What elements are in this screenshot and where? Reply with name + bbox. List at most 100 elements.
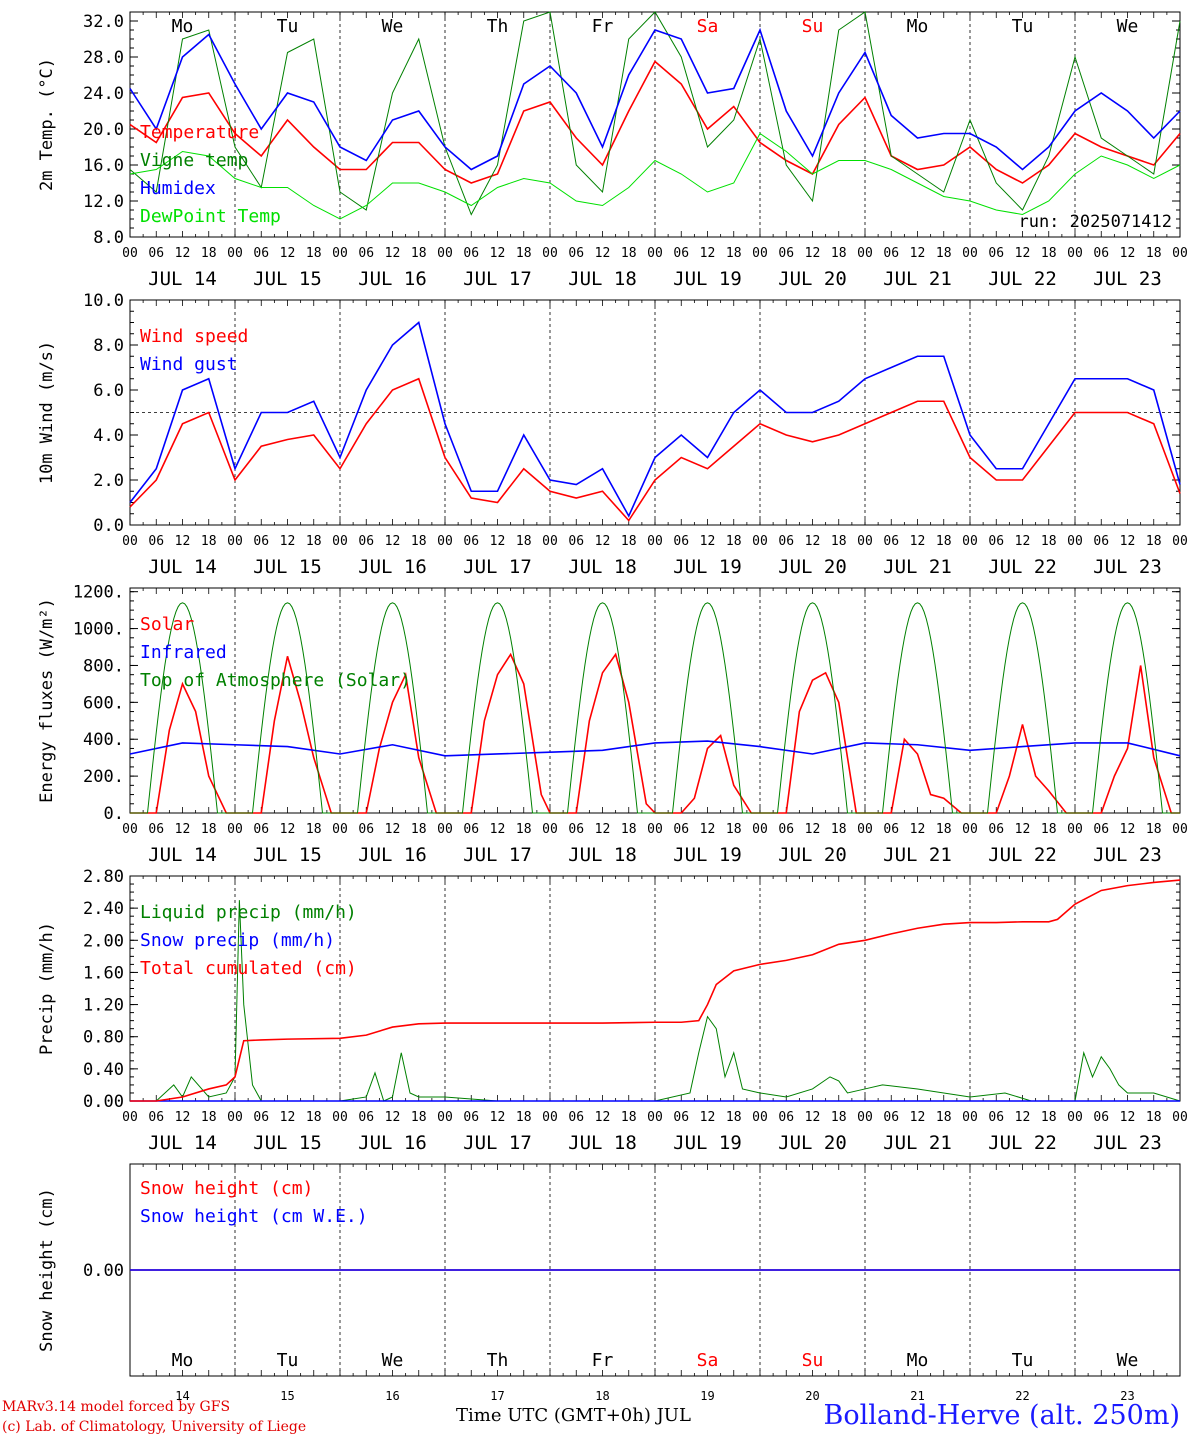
day-number-label: 14: [175, 1389, 189, 1403]
weekday-label: Sa: [697, 1350, 719, 1371]
hour-tick-label: 06: [673, 246, 689, 261]
hour-tick-label: 18: [1146, 534, 1162, 549]
hour-tick-label: 18: [1041, 246, 1057, 261]
legend-entry: Vigne temp: [140, 150, 248, 171]
day-number-label: 17: [490, 1389, 504, 1403]
y-tick-label: 1.60: [83, 963, 124, 983]
hour-tick-label: 06: [988, 534, 1004, 549]
hour-tick-label: 18: [516, 246, 532, 261]
hour-tick-label: 00: [1172, 246, 1188, 261]
hour-tick-label: 00: [1067, 1110, 1083, 1125]
y-tick-label: 0.: [104, 804, 124, 824]
weekday-label: Su: [802, 1350, 824, 1371]
y-tick-label: 0.0: [93, 516, 124, 536]
hour-tick-label: 00: [332, 822, 348, 837]
series-line-infrared: [129, 740, 1181, 757]
legend-entry: Liquid precip (mm/h): [140, 902, 357, 923]
date-label: JUL 18: [568, 1132, 637, 1154]
hour-tick-label: 18: [726, 822, 742, 837]
panel-1: 8.0 12.0 16.0 20.0 24.0 28.0 32.0 2m Temp. (°C)…: [37, 11, 1188, 290]
hour-tick-label: 18: [411, 534, 427, 549]
hour-tick-label: 18: [411, 246, 427, 261]
hour-tick-label: 12: [700, 534, 716, 549]
date-label: JUL 20: [778, 556, 847, 578]
hour-tick-label: 12: [490, 534, 506, 549]
date-label: JUL 16: [358, 268, 427, 290]
date-label: JUL 16: [358, 556, 427, 578]
weekday-label: Th: [487, 16, 509, 37]
y-tick-label: 6.0: [93, 381, 124, 401]
hour-tick-label: 06: [148, 1110, 164, 1125]
weekday-label: We: [382, 16, 404, 37]
hour-tick-label: 18: [831, 534, 847, 549]
hour-tick-label: 12: [490, 246, 506, 261]
hour-tick-label: 00: [857, 534, 873, 549]
panel-frame: [129, 11, 1181, 238]
date-label: JUL 20: [778, 844, 847, 866]
hour-tick-label: 12: [280, 534, 296, 549]
hour-tick-label: 12: [700, 1110, 716, 1125]
legend-entry: Snow height (cm): [140, 1178, 313, 1199]
hour-tick-label: 06: [148, 246, 164, 261]
weekday-label: Tu: [277, 1350, 299, 1371]
hour-tick-label: 18: [1146, 1110, 1162, 1125]
hour-tick-label: 18: [201, 534, 217, 549]
hour-tick-label: 00: [122, 246, 138, 261]
hour-tick-label: 00: [437, 822, 453, 837]
date-label: JUL 16: [358, 1132, 427, 1154]
y-tick-label: 8.0: [93, 228, 124, 248]
weekday-label: Mo: [907, 1350, 929, 1371]
y-tick-label: 2.80: [83, 867, 124, 887]
y-axis-label: Energy fluxes (W/m²): [37, 598, 57, 803]
date-label: JUL 21: [883, 556, 952, 578]
hour-tick-label: 06: [778, 246, 794, 261]
series-line-vigne-temp: [129, 11, 1181, 216]
date-label: JUL 14: [148, 844, 217, 866]
hour-tick-label: 06: [463, 822, 479, 837]
y-tick-label: 4.0: [93, 426, 124, 446]
day-number-label: 22: [1015, 1389, 1029, 1403]
hour-tick-label: 06: [673, 534, 689, 549]
date-label: JUL 14: [148, 268, 217, 290]
hour-tick-label: 00: [332, 246, 348, 261]
legend-entry: Wind gust: [140, 354, 238, 375]
hour-tick-label: 12: [595, 822, 611, 837]
hour-tick-label: 06: [673, 1110, 689, 1125]
hour-tick-label: 12: [280, 822, 296, 837]
hour-tick-label: 12: [280, 1110, 296, 1125]
hour-tick-label: 00: [1067, 534, 1083, 549]
hour-tick-label: 06: [568, 246, 584, 261]
legend-entry: Temperature: [140, 122, 259, 143]
hour-tick-label: 18: [516, 822, 532, 837]
hour-tick-label: 06: [463, 246, 479, 261]
hour-tick-label: 12: [700, 822, 716, 837]
hour-tick-label: 06: [778, 534, 794, 549]
weekday-label: Su: [802, 16, 824, 37]
date-label: JUL 23: [1093, 844, 1162, 866]
hour-tick-label: 00: [647, 534, 663, 549]
hour-tick-label: 12: [385, 246, 401, 261]
hour-tick-label: 00: [227, 246, 243, 261]
hour-tick-label: 18: [831, 1110, 847, 1125]
hour-tick-label: 00: [857, 822, 873, 837]
hour-tick-label: 18: [306, 534, 322, 549]
date-label: JUL 22: [988, 556, 1057, 578]
y-axis-label: Snow height (cm): [37, 1188, 57, 1352]
weekday-label: Mo: [907, 16, 929, 37]
hour-tick-label: 12: [385, 534, 401, 549]
weekday-label: We: [1117, 16, 1139, 37]
hour-tick-label: 06: [883, 822, 899, 837]
hour-tick-label: 06: [463, 534, 479, 549]
hour-tick-label: 12: [595, 1110, 611, 1125]
day-number-label: 15: [280, 1389, 294, 1403]
y-tick-label: 32.0: [83, 12, 124, 32]
legend-entry: Total cumulated (cm): [140, 958, 357, 979]
hour-tick-label: 18: [201, 1110, 217, 1125]
date-label: JUL 22: [988, 844, 1057, 866]
day-number-label: 16: [385, 1389, 399, 1403]
hour-tick-label: 06: [1093, 1110, 1109, 1125]
hour-tick-label: 12: [595, 246, 611, 261]
date-label: JUL 19: [673, 1132, 742, 1154]
hour-tick-label: 00: [752, 822, 768, 837]
